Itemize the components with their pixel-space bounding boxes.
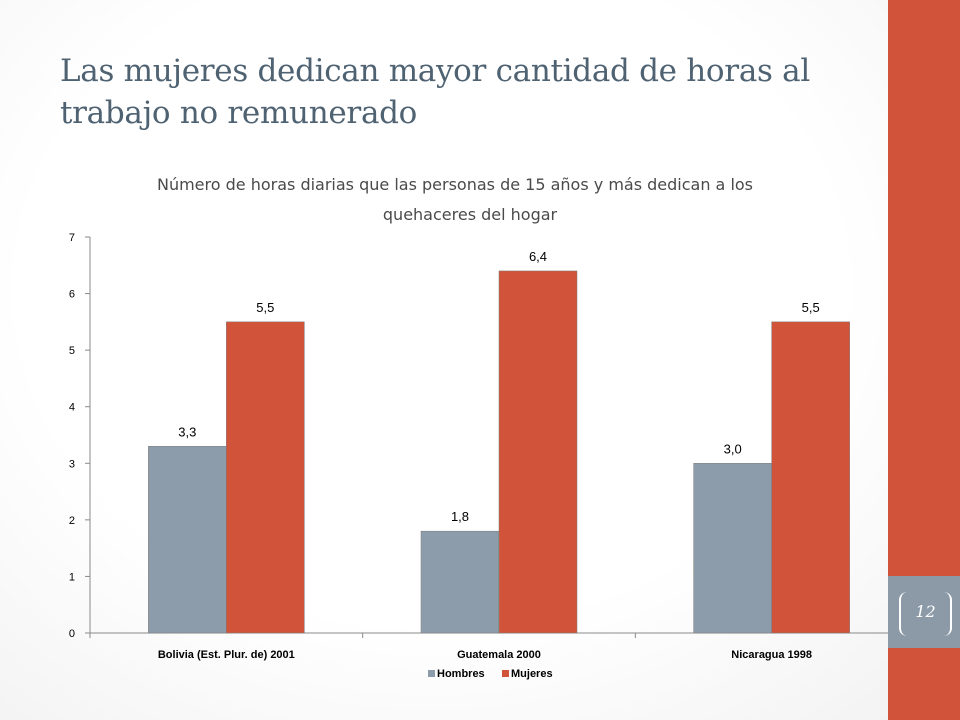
- bar-mujeres: [498, 270, 578, 634]
- chart-legend: Hombres Mujeres: [428, 668, 553, 680]
- y-tick-label: 4: [69, 402, 75, 414]
- bar-hombres: [148, 446, 227, 634]
- data-label: 5,5: [256, 300, 274, 315]
- slide-title-line-1: Las mujeres dedican mayor cantidad de ho…: [60, 53, 810, 89]
- y-tick-label: 0: [69, 628, 75, 640]
- chart-bars: 3,3 5,5 1,8 6,4 3,0 5,5: [148, 249, 850, 634]
- slide-title: Las mujeres dedican mayor cantidad de ho…: [60, 50, 860, 134]
- y-tick-label: 6: [69, 289, 75, 301]
- x-category-label: Bolivia (Est. Plur. de) 2001: [158, 649, 295, 661]
- page-number-frame: [899, 592, 952, 636]
- chart-title-line-1: Número de horas diarias que las personas…: [157, 175, 753, 194]
- page-number: 12: [915, 602, 936, 621]
- data-label: 6,4: [529, 249, 547, 264]
- legend-label: Hombres: [437, 668, 485, 680]
- bar-hombres: [693, 463, 772, 634]
- data-label: 5,5: [802, 300, 820, 315]
- legend-swatch-mujeres: [502, 670, 509, 677]
- data-label: 1,8: [451, 509, 469, 524]
- chart-title-line-2: quehaceres del hogar: [383, 205, 558, 224]
- bar-hombres: [420, 530, 500, 634]
- y-tick-label: 2: [69, 515, 75, 527]
- bar-mujeres: [226, 321, 305, 634]
- y-tick-label: 1: [69, 571, 75, 583]
- bar-mujeres: [771, 321, 850, 634]
- y-tick-label: 5: [69, 345, 75, 357]
- y-tick-label: 3: [69, 458, 75, 470]
- data-label: 3,3: [178, 424, 196, 439]
- y-tick-label: 7: [69, 232, 75, 244]
- x-category-label: Guatemala 2000: [457, 649, 541, 661]
- data-label: 3,0: [724, 441, 742, 456]
- x-category-label: Nicaragua 1998: [731, 649, 812, 661]
- bar-chart: Número de horas diarias que las personas…: [69, 175, 888, 680]
- legend-label: Mujeres: [511, 668, 553, 680]
- slide-title-line-2: trabajo no remunerado: [60, 95, 418, 131]
- legend-swatch-hombres: [428, 670, 435, 677]
